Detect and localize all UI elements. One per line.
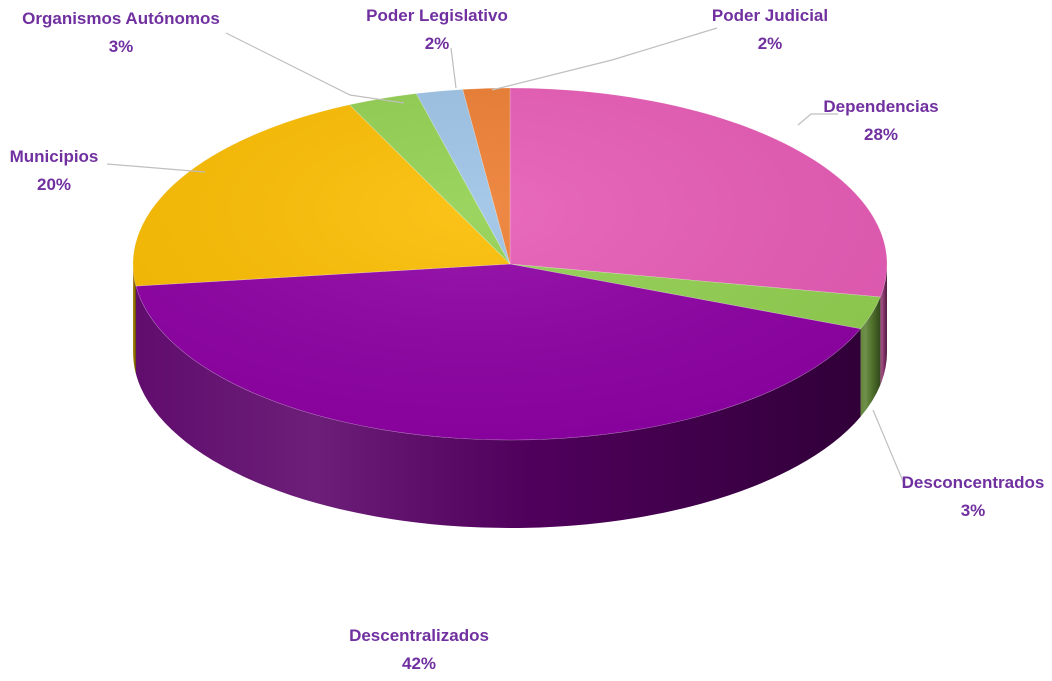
- data-label-value-poder-judicial: 2%: [758, 34, 783, 53]
- data-label-name-descentralizados: Descentralizados: [349, 626, 489, 645]
- pie-top-faces: [132, 87, 888, 441]
- pie-sides: [133, 264, 887, 529]
- data-label-name-organismos-autonomos: Organismos Autónomos: [22, 9, 220, 28]
- data-label-value-descentralizados: 42%: [402, 654, 436, 673]
- data-labels: Dependencias 28% Desconcentrados 3% Descentr…: [10, 6, 1045, 673]
- leader-line-poder-judicial: [491, 27, 718, 91]
- leader-line-desconcentrados: [872, 409, 910, 487]
- pie-side-municipios: [133, 264, 136, 375]
- data-label-municipios: Municipios 20%: [10, 147, 99, 194]
- leader-lines: [106, 27, 910, 487]
- data-label-value-dependencias: 28%: [864, 125, 898, 144]
- data-label-desconcentrados: Desconcentrados 3%: [902, 473, 1045, 520]
- data-label-value-poder-legislativo: 2%: [425, 34, 450, 53]
- data-label-poder-judicial: Poder Judicial 2%: [712, 6, 828, 53]
- data-label-dependencias: Dependencias 28%: [823, 97, 938, 144]
- leader-line-poder-legislativo: [450, 47, 457, 89]
- pie-side-dependencias: [880, 264, 887, 385]
- data-label-name-municipios: Municipios: [10, 147, 99, 166]
- data-label-name-desconcentrados: Desconcentrados: [902, 473, 1045, 492]
- data-label-organismos-autonomos: Organismos Autónomos 3%: [22, 9, 220, 56]
- data-label-name-poder-legislativo: Poder Legislativo: [366, 6, 508, 25]
- data-label-name-poder-judicial: Poder Judicial: [712, 6, 828, 25]
- pie-side-desconcentrados: [860, 296, 881, 417]
- data-label-descentralizados: Descentralizados 42%: [349, 626, 489, 673]
- pie-top-sheen: [133, 88, 887, 440]
- data-label-value-municipios: 20%: [37, 175, 71, 194]
- leader-line-municipios: [106, 163, 206, 173]
- data-label-poder-legislativo: Poder Legislativo 2%: [366, 6, 508, 53]
- leader-line-dependencias: [797, 113, 838, 126]
- pie-side-descentralizados: [135, 286, 861, 529]
- data-label-name-dependencias: Dependencias: [823, 97, 938, 116]
- data-label-value-desconcentrados: 3%: [961, 501, 986, 520]
- leader-line-organismos-autonomos: [225, 32, 405, 104]
- data-label-value-organismos-autonomos: 3%: [109, 37, 134, 56]
